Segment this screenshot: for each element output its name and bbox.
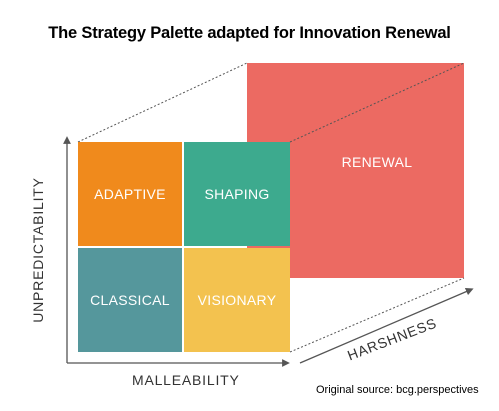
- visionary-label: VISIONARY: [197, 292, 277, 308]
- shaping-label: SHAPING: [204, 186, 270, 202]
- y-axis-label: UNPREDICTABILITY: [30, 177, 46, 323]
- renewal-label: RENEWAL: [341, 154, 413, 170]
- classical-label: CLASSICAL: [90, 292, 170, 308]
- shaping-quadrant: [184, 142, 290, 246]
- perspective-line-bottom-right: [289, 277, 465, 353]
- diagram-title: The Strategy Palette adapted for Innovat…: [48, 24, 451, 42]
- visionary-quadrant: [184, 248, 290, 352]
- x-axis-label: MALLEABILITY: [132, 372, 240, 388]
- adaptive-quadrant: [78, 142, 182, 246]
- source-note: Original source: bcg.perspectives: [316, 384, 479, 396]
- classical-quadrant: [78, 248, 182, 352]
- z-axis-line: [299, 287, 474, 364]
- perspective-line-top-left: [77, 62, 248, 143]
- adaptive-label: ADAPTIVE: [94, 186, 166, 202]
